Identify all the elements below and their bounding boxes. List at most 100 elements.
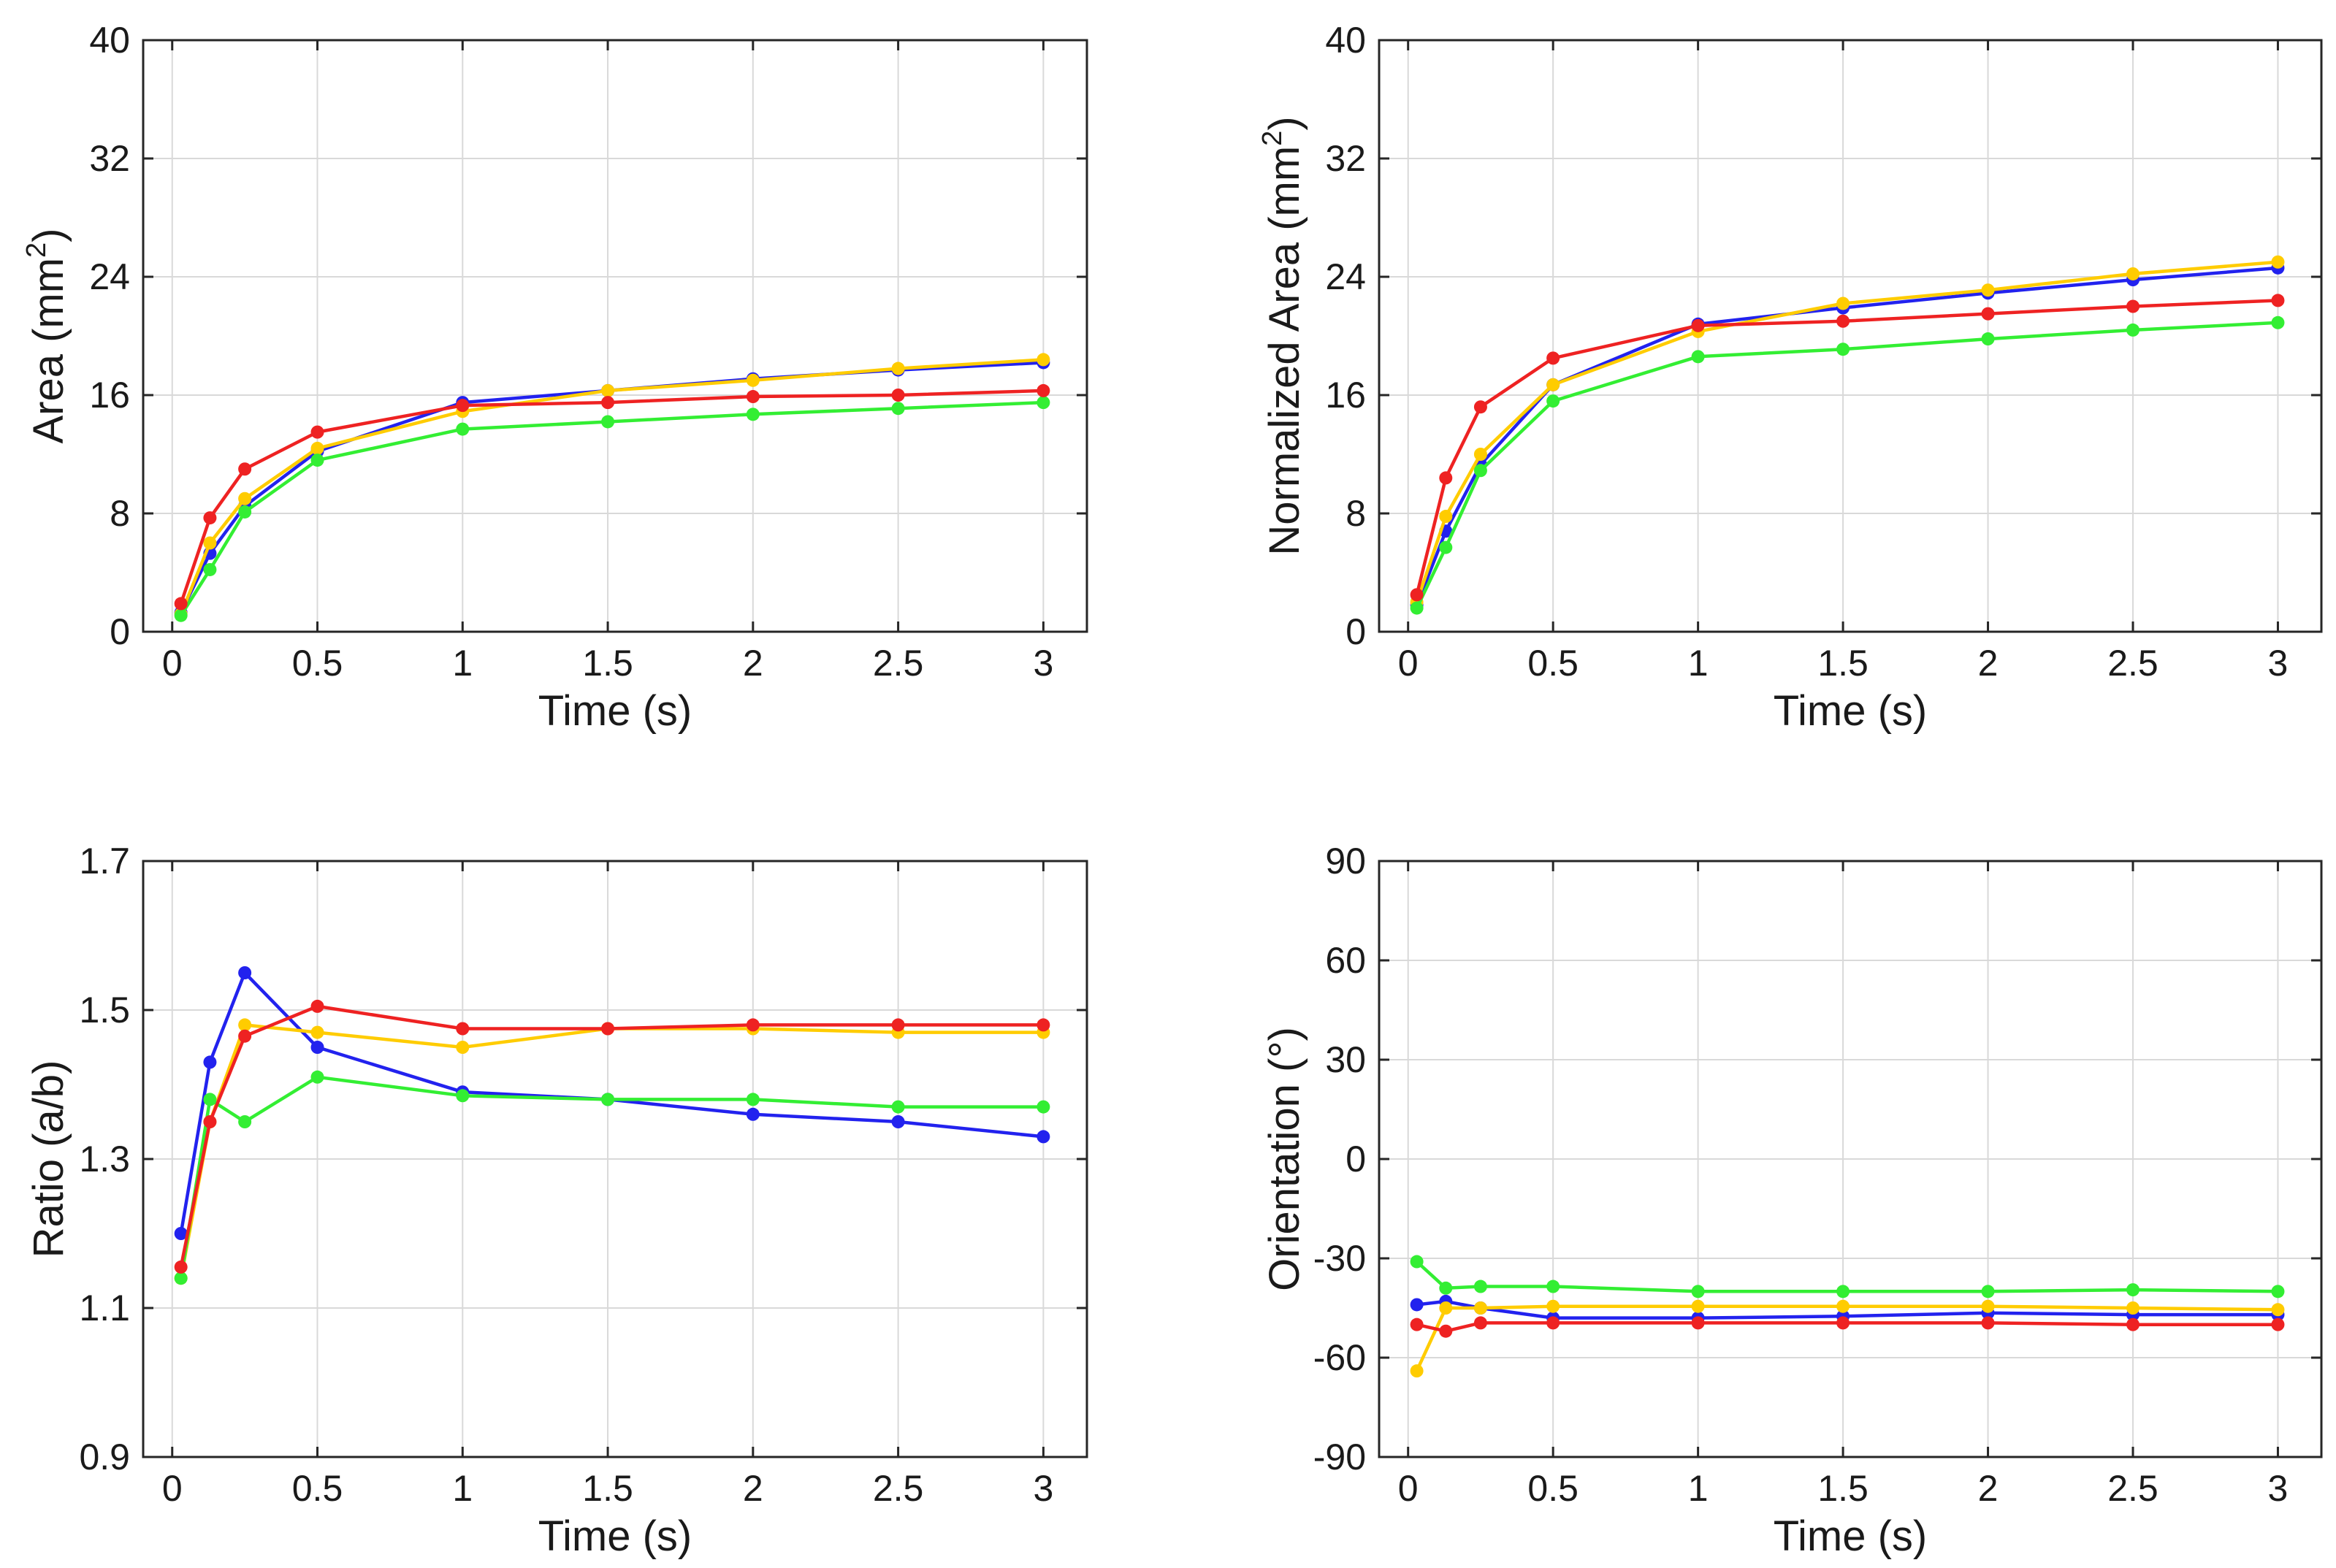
data-point	[2126, 1301, 2140, 1315]
y-tick-label: 1.5	[79, 990, 130, 1030]
x-axis-label: Time (s)	[538, 1512, 692, 1560]
data-point	[1691, 1285, 1705, 1299]
data-point	[891, 1100, 905, 1114]
data-point	[891, 1115, 905, 1128]
data-point	[2271, 1303, 2285, 1317]
data-point	[203, 562, 217, 576]
y-tick-label: 30	[1325, 1039, 1366, 1080]
y-tick-label: 1.7	[79, 841, 130, 881]
data-point	[1439, 1301, 1453, 1315]
y-tick-label: -60	[1313, 1337, 1366, 1378]
data-point	[1473, 1280, 1487, 1293]
series-line-4	[179, 1004, 1044, 1268]
y-tick-label: 1.1	[79, 1288, 130, 1328]
data-point	[1037, 383, 1050, 397]
data-point	[2271, 255, 2285, 269]
x-tick-label: 2	[1978, 1468, 1999, 1509]
data-point	[310, 1025, 324, 1039]
data-point	[1473, 400, 1487, 414]
data-point	[1410, 588, 1424, 602]
data-point	[1836, 343, 1850, 356]
data-point	[1836, 1299, 1850, 1313]
chart-3: 0 0.5 1 1.5 2 2.5 3 0.9 1.1 1.3 1.5 1.7 Time (s) Rati…	[25, 841, 1088, 1560]
data-point	[310, 1041, 324, 1054]
x-axis-label: Time (s)	[1774, 1512, 1927, 1560]
data-point	[1691, 1316, 1705, 1330]
data-point	[203, 1115, 217, 1128]
data-point	[238, 492, 252, 505]
data-point	[1473, 1301, 1487, 1315]
data-point	[2126, 323, 2140, 337]
data-point	[1546, 1280, 1560, 1293]
data-point	[456, 399, 470, 413]
chart-4: 0 0.5 1 1.5 2 2.5 3 -90 -60 -30 0 30 60 90 Time (s) Ori…	[1261, 841, 2323, 1560]
y-tick-label: -30	[1313, 1238, 1366, 1279]
data-point	[174, 1271, 188, 1285]
data-point	[746, 390, 760, 404]
data-point	[1410, 1255, 1424, 1269]
data-point	[891, 362, 905, 375]
x-tick-label: 2	[1978, 643, 1999, 684]
data-point	[1981, 307, 1995, 321]
x-tick-label: 0.5	[1527, 1468, 1579, 1509]
data-point	[1691, 318, 1705, 332]
data-point	[1037, 1018, 1050, 1032]
y-tick-label: 8	[1346, 493, 1366, 534]
data-point	[1037, 353, 1050, 367]
data-point	[310, 454, 324, 467]
data-point	[1836, 314, 1850, 328]
data-point	[1546, 1316, 1560, 1330]
data-point	[2271, 315, 2285, 329]
x-tick-label: 2	[743, 643, 763, 684]
data-point	[2126, 299, 2140, 313]
y-axis-label-superscript: 2	[1257, 131, 1288, 146]
data-point	[1410, 1317, 1424, 1331]
x-tick-label: 1.5	[582, 1468, 633, 1509]
y-tick-label: 16	[89, 375, 130, 416]
data-point	[456, 1022, 470, 1036]
data-point	[746, 1018, 760, 1032]
x-tick-label: 1.5	[1817, 643, 1869, 684]
data-point	[601, 396, 615, 410]
data-point	[456, 422, 470, 436]
y-tick-label: 0.9	[79, 1437, 130, 1477]
y-tick-label: 8	[110, 493, 130, 534]
data-point	[238, 1115, 252, 1128]
data-point	[174, 1227, 188, 1240]
data-point	[2271, 1317, 2285, 1331]
x-axis-label: Time (s)	[538, 687, 692, 735]
x-tick-label: 3	[2268, 643, 2289, 684]
x-tick-label: 0	[162, 643, 183, 684]
data-point	[1981, 283, 1995, 297]
data-point	[1981, 1299, 1995, 1313]
x-tick-label: 2	[743, 1468, 763, 1509]
y-axis-label-superscript: 2	[21, 242, 52, 258]
x-tick-label: 3	[1033, 1468, 1053, 1509]
data-point	[601, 1093, 615, 1106]
x-tick-label: 1	[1688, 1468, 1709, 1509]
data-point	[2126, 267, 2140, 280]
data-point	[238, 1029, 252, 1043]
y-tick-label: 24	[1325, 256, 1366, 297]
x-tick-label: 1	[452, 643, 473, 684]
data-point	[1473, 1316, 1487, 1330]
x-tick-label: 0.5	[1527, 643, 1579, 684]
data-point	[1546, 1299, 1560, 1313]
data-point	[1410, 601, 1424, 615]
x-tick-label: 0.5	[292, 1468, 343, 1509]
data-point	[1981, 1316, 1995, 1330]
y-tick-label: 24	[89, 256, 130, 297]
x-tick-label: 0	[162, 1468, 183, 1509]
data-point	[601, 1022, 615, 1036]
data-point	[1981, 1285, 1995, 1299]
y-tick-label: 40	[89, 20, 130, 61]
data-point	[1836, 297, 1850, 310]
y-axis-label-text: Area (mm	[25, 258, 72, 444]
y-axis-label-close: )	[25, 228, 72, 242]
data-point	[1981, 332, 1995, 346]
x-axis-label: Time (s)	[1774, 687, 1927, 735]
data-point	[1473, 464, 1487, 478]
data-point	[174, 608, 188, 622]
x-tick-label: 2.5	[2107, 643, 2158, 684]
